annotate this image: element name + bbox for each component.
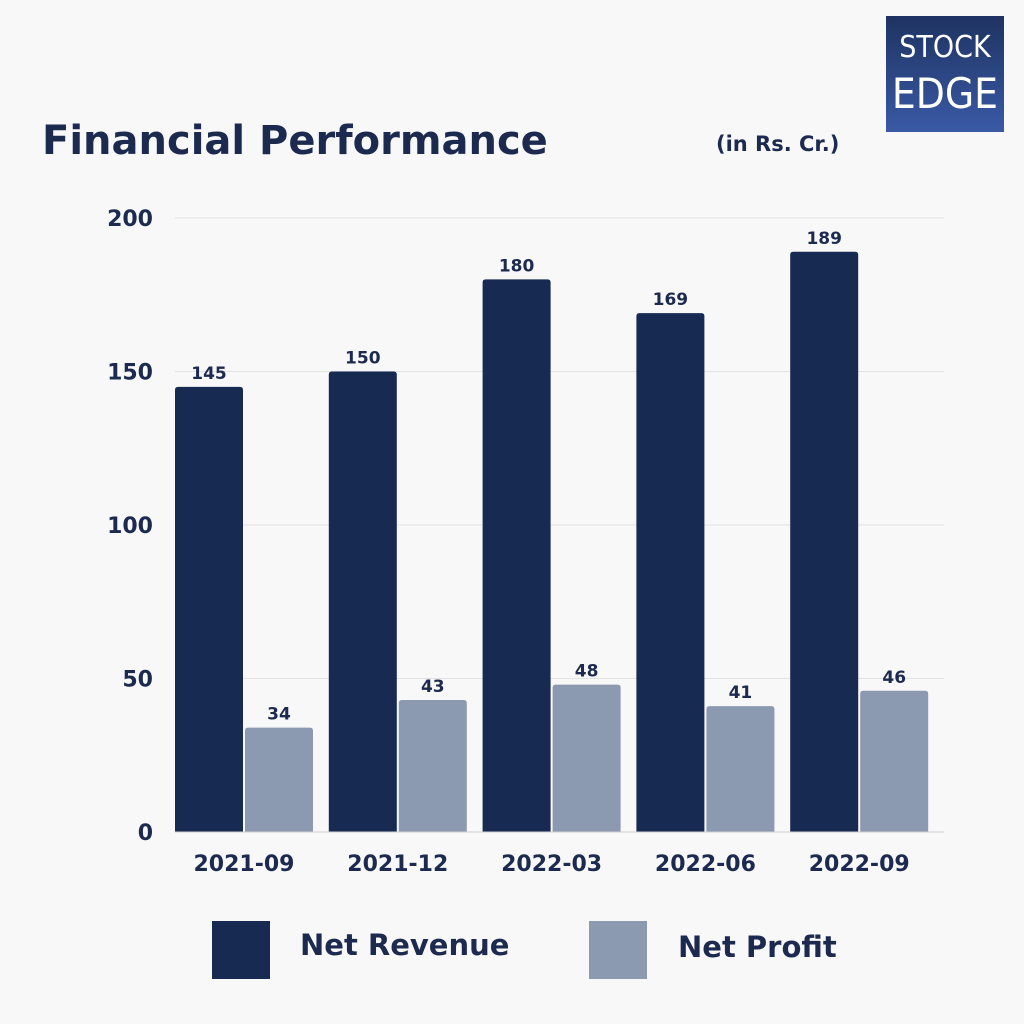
y-tick-label-150: 150 bbox=[107, 361, 153, 386]
y-tick-label-0: 0 bbox=[138, 821, 153, 846]
data-label-net-profit-2022-03: 48 bbox=[575, 662, 599, 682]
bar-net-revenue-2021-09 bbox=[175, 386, 243, 832]
bar-net-profit-2021-09 bbox=[245, 727, 313, 832]
bar-net-revenue-2022-09 bbox=[790, 251, 859, 832]
bar-net-profit-2022-03 bbox=[552, 684, 621, 832]
legend-label-net-profit: Net Profit bbox=[678, 930, 837, 964]
bar-net-profit-2021-12 bbox=[398, 699, 467, 832]
data-label-net-revenue-2022-06: 169 bbox=[653, 290, 689, 310]
bar-net-profit-2022-06 bbox=[706, 706, 775, 832]
legend-label-net-revenue: Net Revenue bbox=[300, 928, 510, 962]
data-label-net-profit-2022-09: 46 bbox=[882, 668, 906, 688]
x-tick-label-2021-12: 2021-12 bbox=[347, 852, 448, 877]
x-tick-label-2021-09: 2021-09 bbox=[194, 852, 295, 877]
legend-swatch-net-revenue bbox=[212, 921, 270, 979]
data-label-net-revenue-2021-12: 150 bbox=[345, 349, 381, 369]
logo-line-2: EDGE bbox=[891, 69, 999, 118]
y-tick-label-50: 50 bbox=[122, 668, 153, 693]
bar-net-revenue-2021-12 bbox=[328, 371, 397, 832]
legend-swatch-net-profit bbox=[589, 921, 647, 979]
x-tick-label-2022-09: 2022-09 bbox=[809, 852, 910, 877]
y-tick-label-200: 200 bbox=[107, 207, 153, 232]
data-label-net-profit-2021-09: 34 bbox=[267, 705, 291, 725]
data-label-net-profit-2022-06: 41 bbox=[729, 683, 753, 703]
unit-label: (in Rs. Cr.) bbox=[716, 132, 840, 156]
bar-net-revenue-2022-06 bbox=[636, 313, 705, 832]
bar-net-profit-2022-09 bbox=[860, 690, 929, 832]
data-label-net-profit-2021-12: 43 bbox=[421, 677, 445, 697]
stockedge-logo: STOCK EDGE bbox=[886, 16, 1004, 132]
y-tick-label-100: 100 bbox=[107, 514, 153, 539]
data-label-net-revenue-2021-09: 145 bbox=[191, 364, 227, 384]
logo-line-1: STOCK bbox=[899, 30, 991, 65]
data-label-net-revenue-2022-09: 189 bbox=[806, 229, 842, 249]
x-tick-label-2022-06: 2022-06 bbox=[655, 852, 756, 877]
chart-title: Financial Performance bbox=[42, 118, 548, 164]
x-tick-label-2022-03: 2022-03 bbox=[501, 852, 602, 877]
bar-net-revenue-2022-03 bbox=[482, 279, 551, 832]
data-label-net-revenue-2022-03: 180 bbox=[499, 256, 535, 276]
